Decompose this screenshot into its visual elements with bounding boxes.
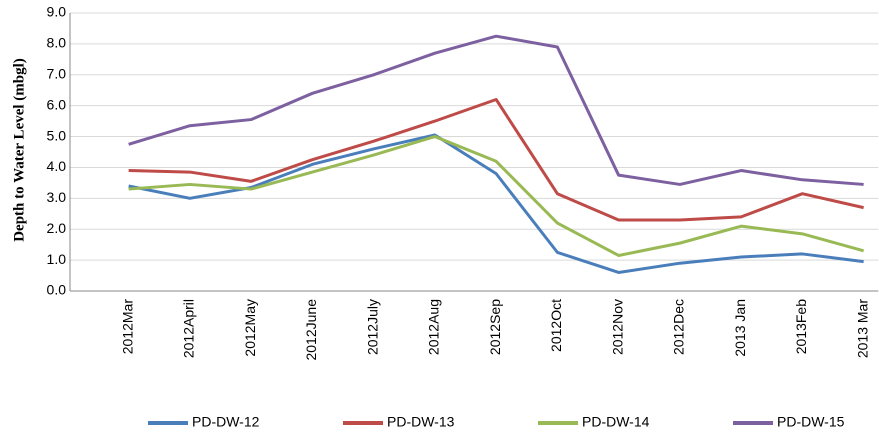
x-tick-label: 2012Nov — [609, 299, 625, 355]
x-tick-label: 2012Sep — [487, 299, 503, 355]
y-tick-label: 7.0 — [47, 65, 67, 81]
x-tick-label: 2012July — [364, 299, 380, 355]
x-tick-label: 2012May — [242, 299, 258, 357]
x-tick-label: 2013Feb — [793, 299, 809, 354]
series-line — [128, 133, 864, 274]
y-tick-label: 2.0 — [47, 220, 67, 236]
y-tick-label: 3.0 — [47, 189, 67, 205]
x-tick-label: 2012Mar — [119, 299, 135, 355]
legend-label: PD-DW-14 — [582, 414, 650, 430]
x-tick-label: 2012Dec — [671, 299, 687, 355]
x-tick-label: 2012Aug — [426, 299, 442, 355]
series-line — [128, 97, 864, 222]
y-axis-label: Depth to Water Level (mbgl) — [11, 58, 27, 242]
x-tick-label: 2013 Mar — [854, 299, 870, 358]
x-tick-label: 2012June — [303, 299, 319, 361]
y-tick-label: 0.0 — [47, 282, 67, 298]
y-tick-label: 8.0 — [47, 35, 67, 51]
x-tick-label: 2012April — [181, 299, 197, 358]
x-tick-label: 2012Oct — [548, 299, 564, 352]
legend-label: PD-DW-12 — [192, 414, 260, 430]
y-tick-label: 9.0 — [47, 4, 67, 20]
legend-label: PD-DW-15 — [777, 414, 845, 430]
y-tick-label: 5.0 — [47, 127, 67, 143]
y-tick-label: 4.0 — [47, 158, 67, 174]
series-line — [128, 34, 864, 186]
legend-label: PD-DW-13 — [387, 414, 455, 430]
y-tick-label: 1.0 — [47, 251, 67, 267]
series-line — [128, 135, 865, 257]
x-tick-label: 2013 Jan — [732, 299, 748, 357]
y-tick-label: 6.0 — [47, 96, 67, 112]
